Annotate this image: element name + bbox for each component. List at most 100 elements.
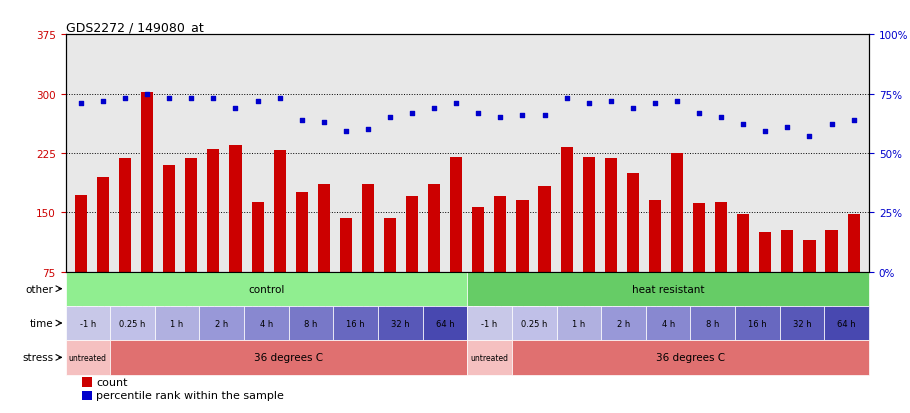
Bar: [557, 306, 602, 340]
Point: [603, 98, 618, 105]
Point: [427, 105, 441, 112]
Bar: [605, 159, 617, 331]
Text: 8 h: 8 h: [706, 319, 720, 328]
Point: [272, 96, 287, 102]
Bar: [782, 230, 794, 331]
Bar: [97, 177, 109, 331]
Bar: [141, 93, 153, 331]
Bar: [561, 148, 572, 331]
Bar: [646, 306, 691, 340]
Bar: [406, 197, 419, 331]
Bar: [75, 195, 87, 331]
Point: [803, 133, 817, 140]
Point: [560, 96, 574, 102]
Bar: [693, 203, 705, 331]
Bar: [780, 306, 824, 340]
Point: [140, 91, 155, 97]
Bar: [244, 306, 288, 340]
Point: [383, 115, 398, 121]
Bar: [512, 306, 557, 340]
Point: [184, 96, 198, 102]
Bar: [155, 306, 199, 340]
Text: 4 h: 4 h: [662, 319, 675, 328]
Text: 32 h: 32 h: [793, 319, 812, 328]
Text: 2 h: 2 h: [617, 319, 630, 328]
Point: [471, 110, 486, 116]
Point: [449, 100, 463, 107]
Text: -1 h: -1 h: [481, 319, 498, 328]
Point: [515, 112, 530, 119]
Bar: [671, 154, 683, 331]
Bar: [649, 201, 661, 331]
Point: [648, 100, 662, 107]
Text: 1 h: 1 h: [572, 319, 585, 328]
Bar: [759, 233, 772, 331]
Text: 64 h: 64 h: [436, 319, 454, 328]
Bar: [422, 306, 468, 340]
Text: 64 h: 64 h: [837, 319, 856, 328]
Text: 16 h: 16 h: [347, 319, 365, 328]
Bar: [66, 340, 110, 375]
Bar: [715, 202, 727, 331]
Bar: [602, 306, 646, 340]
Bar: [229, 146, 241, 331]
Bar: [428, 185, 440, 331]
Point: [581, 100, 596, 107]
Text: untreated: untreated: [470, 353, 509, 362]
Bar: [824, 306, 869, 340]
Text: 8 h: 8 h: [304, 319, 318, 328]
Bar: [339, 218, 352, 331]
Bar: [274, 151, 286, 331]
Bar: [66, 272, 468, 306]
Point: [824, 122, 839, 128]
Bar: [251, 202, 264, 331]
Text: 0.25 h: 0.25 h: [119, 319, 146, 328]
Point: [692, 110, 706, 116]
Point: [670, 98, 684, 105]
Point: [360, 126, 375, 133]
Text: count: count: [96, 377, 127, 387]
Point: [736, 122, 751, 128]
Text: 0.25 h: 0.25 h: [521, 319, 548, 328]
Bar: [378, 306, 422, 340]
Bar: [82, 391, 92, 401]
Bar: [110, 340, 468, 375]
Bar: [539, 187, 551, 331]
Bar: [163, 165, 176, 331]
Bar: [186, 159, 197, 331]
Point: [207, 96, 221, 102]
Bar: [207, 150, 219, 331]
Point: [96, 98, 110, 105]
Bar: [66, 306, 110, 340]
Bar: [825, 230, 837, 331]
Point: [758, 129, 773, 135]
Point: [780, 124, 794, 131]
Text: 2 h: 2 h: [215, 319, 228, 328]
Bar: [735, 306, 780, 340]
Point: [493, 115, 508, 121]
Bar: [119, 159, 131, 331]
Text: stress: stress: [23, 353, 54, 363]
Bar: [468, 272, 869, 306]
Text: untreated: untreated: [69, 353, 106, 362]
Bar: [333, 306, 378, 340]
Bar: [804, 240, 815, 331]
Text: heat resistant: heat resistant: [632, 284, 704, 294]
Point: [537, 112, 551, 119]
Text: 1 h: 1 h: [170, 319, 184, 328]
Bar: [516, 201, 529, 331]
Bar: [199, 306, 244, 340]
Text: control: control: [248, 284, 285, 294]
Point: [162, 96, 177, 102]
Point: [339, 129, 353, 135]
Text: 36 degrees C: 36 degrees C: [254, 353, 323, 363]
Point: [713, 115, 728, 121]
Text: time: time: [30, 318, 54, 328]
Text: -1 h: -1 h: [80, 319, 96, 328]
Point: [846, 117, 861, 123]
Point: [250, 98, 265, 105]
Point: [228, 105, 243, 112]
Point: [625, 105, 640, 112]
Bar: [468, 306, 512, 340]
Bar: [472, 207, 484, 331]
